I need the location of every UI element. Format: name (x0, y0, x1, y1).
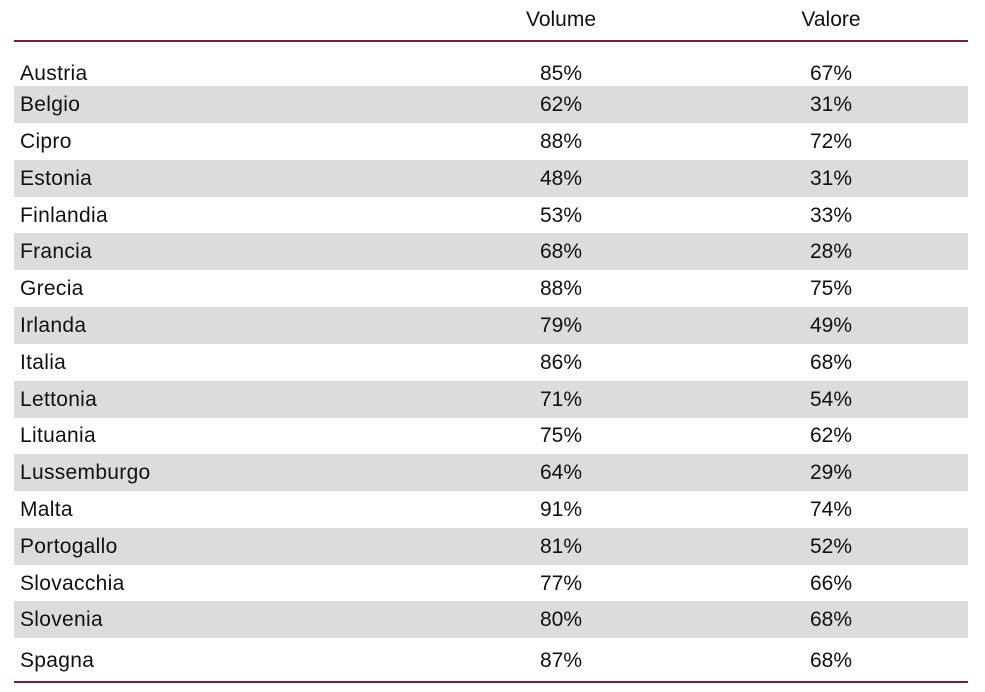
valore-cell: 31% (809, 93, 853, 116)
table-row: Slovacchia 77% 66% (14, 565, 968, 602)
table-row: Lettonia 71% 54% (14, 381, 968, 418)
country-cell: Estonia (20, 167, 93, 190)
country-cell: Finlandia (20, 204, 108, 227)
valore-cell: 68% (809, 351, 853, 374)
table-row: Finlandia 53% 33% (14, 197, 968, 234)
valore-cell: 68% (809, 608, 853, 631)
volume-cell: 68% (539, 240, 583, 263)
country-cell: Grecia (20, 277, 84, 300)
valore-cell: 66% (809, 572, 853, 595)
footer-rule (14, 681, 968, 683)
valore-cell: 29% (809, 461, 853, 484)
table-row: Slovenia 80% 68% (14, 601, 968, 638)
table-row: Lituania 75% 62% (14, 417, 968, 454)
table-row: Spagna 87% 68% (14, 642, 968, 679)
country-cell: Austria (20, 62, 88, 85)
volume-cell: 80% (539, 608, 583, 631)
valore-cell: 62% (809, 424, 853, 447)
valore-cell: 74% (809, 498, 853, 521)
country-cell: Cipro (20, 130, 72, 153)
country-cell: Lussemburgo (20, 461, 151, 484)
country-cell: Francia (20, 240, 93, 263)
volume-cell: 53% (539, 204, 583, 227)
country-cell: Spagna (20, 649, 95, 672)
valore-cell: 49% (809, 314, 853, 337)
volume-cell: 77% (539, 572, 583, 595)
data-table: Volume Valore Austria 85% 67% Belgio 62%… (14, 0, 968, 692)
valore-cell: 67% (809, 62, 853, 85)
table-row: Grecia 88% 75% (14, 270, 968, 307)
volume-cell: 62% (539, 93, 583, 116)
volume-cell: 81% (539, 535, 583, 558)
valore-cell: 33% (809, 204, 853, 227)
table-row: Belgio 62% 31% (14, 86, 968, 123)
table-row: Austria 85% 67% (14, 55, 968, 92)
volume-cell: 71% (539, 388, 583, 411)
table-row: Cipro 88% 72% (14, 123, 968, 160)
country-cell: Portogallo (20, 535, 118, 558)
volume-cell: 75% (539, 424, 583, 447)
valore-cell: 31% (809, 167, 853, 190)
volume-cell: 85% (539, 62, 583, 85)
table-row: Lussemburgo 64% 29% (14, 454, 968, 491)
volume-cell: 86% (539, 351, 583, 374)
table-row: Malta 91% 74% (14, 491, 968, 528)
header-valore: Valore (801, 8, 861, 31)
country-cell: Lituania (20, 424, 96, 447)
volume-cell: 79% (539, 314, 583, 337)
country-cell: Italia (20, 351, 67, 374)
country-cell: Belgio (20, 93, 81, 116)
country-cell: Malta (20, 498, 73, 521)
volume-cell: 91% (539, 498, 583, 521)
volume-cell: 64% (539, 461, 583, 484)
volume-cell: 87% (539, 649, 583, 672)
table-row: Estonia 48% 31% (14, 160, 968, 197)
country-cell: Slovenia (20, 608, 103, 631)
valore-cell: 68% (809, 649, 853, 672)
header-volume: Volume (525, 8, 597, 31)
volume-cell: 88% (539, 277, 583, 300)
table-row: Italia 86% 68% (14, 344, 968, 381)
valore-cell: 28% (809, 240, 853, 263)
valore-cell: 75% (809, 277, 853, 300)
valore-cell: 72% (809, 130, 853, 153)
table-row: Irlanda 79% 49% (14, 307, 968, 344)
volume-cell: 48% (539, 167, 583, 190)
country-cell: Lettonia (20, 388, 98, 411)
table-row: Portogallo 81% 52% (14, 528, 968, 565)
volume-cell: 88% (539, 130, 583, 153)
country-cell: Slovacchia (20, 572, 125, 595)
table-row: Francia 68% 28% (14, 233, 968, 270)
table-header: Volume Valore (14, 0, 968, 40)
country-cell: Irlanda (20, 314, 87, 337)
valore-cell: 54% (809, 388, 853, 411)
valore-cell: 52% (809, 535, 853, 558)
header-rule (14, 40, 968, 42)
